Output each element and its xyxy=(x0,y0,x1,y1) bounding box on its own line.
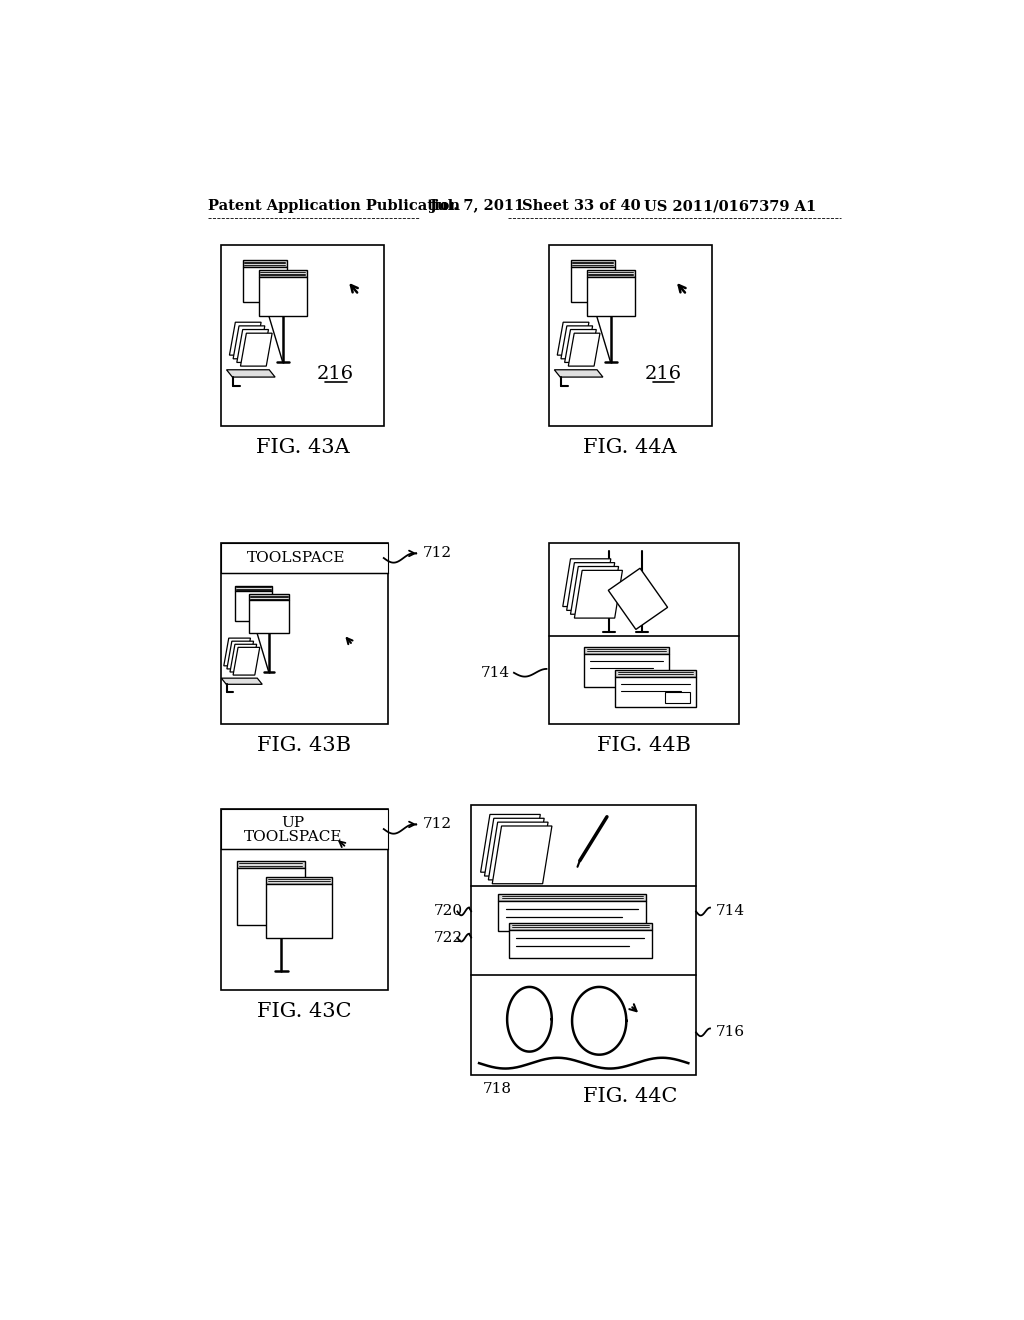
Bar xyxy=(549,544,738,725)
Polygon shape xyxy=(226,370,275,378)
Polygon shape xyxy=(237,330,268,363)
Bar xyxy=(243,267,287,302)
Polygon shape xyxy=(227,642,254,669)
Text: FIG. 44C: FIG. 44C xyxy=(583,1086,678,1106)
Polygon shape xyxy=(488,822,548,880)
Bar xyxy=(509,923,652,929)
Text: FIG. 43C: FIG. 43C xyxy=(257,1002,351,1022)
Bar xyxy=(259,271,307,277)
Text: Sheet 33 of 40: Sheet 33 of 40 xyxy=(521,199,640,213)
Polygon shape xyxy=(221,678,262,684)
Bar xyxy=(266,884,332,939)
Bar xyxy=(234,586,272,591)
Bar xyxy=(221,544,388,573)
Text: 716: 716 xyxy=(716,1026,744,1039)
Text: US 2011/0167379 A1: US 2011/0167379 A1 xyxy=(644,199,816,213)
Bar xyxy=(237,869,305,924)
Text: 714: 714 xyxy=(716,904,744,919)
Text: 718: 718 xyxy=(483,1081,512,1096)
Bar xyxy=(608,568,668,630)
Polygon shape xyxy=(230,644,257,672)
Polygon shape xyxy=(224,638,251,665)
Polygon shape xyxy=(564,330,596,363)
Polygon shape xyxy=(563,558,611,607)
Bar xyxy=(584,647,669,653)
Polygon shape xyxy=(484,818,544,876)
Text: FIG. 43A: FIG. 43A xyxy=(256,438,349,457)
Text: FIG. 44A: FIG. 44A xyxy=(584,438,677,457)
Bar xyxy=(234,591,272,622)
Bar xyxy=(614,671,696,677)
Text: TOOLSPACE: TOOLSPACE xyxy=(248,550,346,565)
Bar xyxy=(221,544,388,725)
Bar xyxy=(499,900,646,931)
Text: UP: UP xyxy=(282,816,304,830)
Bar xyxy=(584,653,669,688)
Bar xyxy=(237,862,305,869)
Bar xyxy=(499,894,646,900)
Polygon shape xyxy=(229,322,261,355)
Text: Patent Application Publication: Patent Application Publication xyxy=(208,199,460,213)
Bar xyxy=(509,929,652,958)
Polygon shape xyxy=(233,647,260,675)
Bar xyxy=(570,260,614,267)
Bar xyxy=(587,271,635,277)
Bar xyxy=(243,260,287,267)
Text: Jul. 7, 2011: Jul. 7, 2011 xyxy=(430,199,524,213)
Polygon shape xyxy=(566,562,614,610)
Bar xyxy=(614,677,696,708)
Text: TOOLSPACE: TOOLSPACE xyxy=(244,830,342,843)
Polygon shape xyxy=(493,826,552,884)
Polygon shape xyxy=(554,370,603,378)
Polygon shape xyxy=(480,814,541,873)
Bar xyxy=(549,244,712,425)
Bar xyxy=(221,809,388,849)
Bar xyxy=(570,267,614,302)
Bar xyxy=(259,277,307,315)
Bar xyxy=(249,599,289,632)
Text: FIG. 43B: FIG. 43B xyxy=(257,737,351,755)
Bar xyxy=(221,809,388,990)
Bar xyxy=(587,277,635,315)
Text: 712: 712 xyxy=(423,546,452,561)
Polygon shape xyxy=(561,326,593,359)
Text: 722: 722 xyxy=(434,931,463,945)
Polygon shape xyxy=(570,566,618,614)
Text: 720: 720 xyxy=(434,904,463,919)
Bar xyxy=(665,692,690,702)
Bar xyxy=(221,244,384,425)
Polygon shape xyxy=(241,333,272,366)
Text: 216: 216 xyxy=(645,366,682,383)
Bar xyxy=(249,594,289,599)
Polygon shape xyxy=(233,326,265,359)
Bar xyxy=(471,805,696,1074)
Polygon shape xyxy=(574,570,623,618)
Text: 714: 714 xyxy=(481,665,510,680)
Polygon shape xyxy=(557,322,589,355)
Text: 216: 216 xyxy=(317,366,354,383)
Polygon shape xyxy=(568,333,600,366)
Text: FIG. 44B: FIG. 44B xyxy=(597,737,691,755)
Text: 712: 712 xyxy=(423,817,452,832)
Bar xyxy=(266,876,332,884)
